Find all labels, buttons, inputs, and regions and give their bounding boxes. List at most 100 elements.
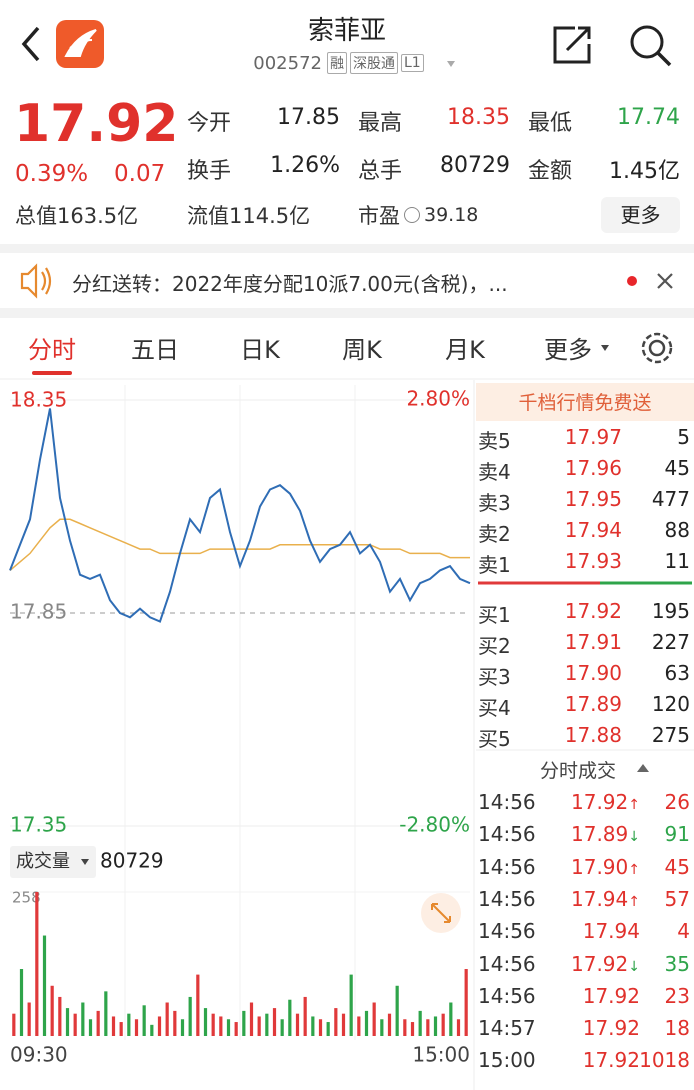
trade-price-cell: 17.94 [560,919,640,943]
volume-bar [27,1002,31,1036]
volume-bar [234,1022,238,1036]
tab[interactable]: 日K [240,336,280,364]
tab[interactable]: 五日 [131,336,179,364]
search-icon[interactable] [630,25,664,59]
tab[interactable]: 分时 [28,336,76,364]
dropdown-icon [81,859,89,865]
volume-bar [134,1019,139,1036]
y-tick-label: 18.35 [10,388,67,412]
settings-icon[interactable] [648,339,666,357]
book-volume: 11 [664,549,690,573]
book-label: 卖2 [478,522,511,546]
price-line [9,408,471,623]
stat-value: 39.18 [424,204,479,226]
book-volume: 477 [651,487,690,511]
share-icon[interactable] [553,26,591,64]
separator [0,308,694,318]
tab[interactable]: 更多 [544,336,592,364]
stat: 流值 114.5亿 [187,200,310,230]
book-volume: 63 [664,661,690,685]
book-label: 卖4 [478,460,511,484]
trade-volume: 4 [677,919,690,944]
sort-icon [637,764,649,772]
trade-price: 17.92 [582,983,640,1008]
close-icon[interactable] [657,273,673,289]
volume-total: 80729 [100,849,164,873]
trade-price: 17.92 [571,951,629,976]
trade-price-cell: 17.90↑ [560,855,640,879]
volume-bar [280,1019,284,1036]
trade-time: 14:56 [478,822,536,847]
trade-price: 17.94 [582,919,640,944]
trade-price: 17.92 [582,1048,640,1073]
volume-bar [58,996,62,1036]
notice-text[interactable]: 分红送转：2022年度分配10派7.00元(含税)，... [72,272,508,296]
trade-time: 14:56 [478,854,536,879]
trade-price: 17.90 [571,854,629,879]
volume-bar [65,1008,70,1036]
tab[interactable]: 周K [342,336,382,364]
more-button[interactable]: 更多 [601,197,680,233]
book-price: 17.89 [564,692,622,716]
volume-bar [456,1019,461,1036]
trade-direction: ↑ [628,797,640,813]
volume-bar [410,1022,415,1036]
stat: 市盈 39.18 [358,200,478,230]
trade-direction: ↑ [628,893,640,910]
trade-time: 14:56 [478,886,536,911]
book-label: 买2 [478,634,511,658]
volume-bar [165,1002,169,1036]
change: 0.07 [114,161,166,187]
trade-time: 14:56 [478,790,536,814]
y2-tick-label: -2.80% [399,813,470,837]
trade-price-cell: 17.92 [560,984,640,1008]
book-label: 买1 [478,603,511,627]
volume-bar [50,985,54,1036]
y2-tick-label: 2.80% [406,387,470,411]
info-icon [404,207,420,223]
field-value: 1.45亿 [609,159,680,184]
trade-time: 14:56 [478,951,536,976]
volume-bar [426,1019,430,1036]
volume-bar [334,1008,338,1036]
stat-label: 市盈 [358,204,400,228]
field-label: 换手 [187,159,232,184]
banner[interactable]: 千档行情免费送 [518,392,652,414]
volume-bar [265,1013,269,1036]
back-icon[interactable] [21,26,40,62]
stat-value: 163.5亿 [57,204,139,228]
price-line [9,518,470,571]
book-volume: 227 [651,630,690,654]
book-price: 17.88 [564,723,622,747]
field-label: 最低 [528,111,573,136]
trade-volume: 18 [664,1016,690,1041]
volume-header-bg [10,846,96,878]
y-tick-label: 17.85 [10,600,67,624]
volume-bar [341,1013,346,1036]
field-label: 今开 [187,111,232,136]
volume-bar [242,1010,246,1036]
trade-volume: 57 [664,886,690,911]
book-label: 卖1 [478,553,511,577]
volume-bar [326,1022,330,1036]
trade-direction: ↓ [628,958,640,975]
dropdown-icon [447,61,455,67]
trade-price-cell: 17.92↓ [560,952,640,976]
field-label: 最高 [358,111,403,136]
trade-price-cell: 17.89↓ [560,822,640,846]
trades-title: 分时成交 [540,760,617,782]
volume-bar [387,1013,392,1036]
trade-direction: ↓ [628,829,640,846]
field-label: 总手 [358,159,403,184]
volume-bar [272,1008,277,1036]
trade-volume: 23 [664,983,690,1008]
trade-time: 14:56 [478,919,536,944]
field-value: 18.35 [447,105,510,130]
volume-bar [19,969,24,1036]
field-value: 17.85 [277,105,340,130]
volume-bar [127,1013,131,1036]
volume-bar [395,985,399,1036]
stock-title: 索菲亚 [307,16,386,46]
volume-bar [257,1016,261,1036]
tab[interactable]: 月K [445,336,485,364]
